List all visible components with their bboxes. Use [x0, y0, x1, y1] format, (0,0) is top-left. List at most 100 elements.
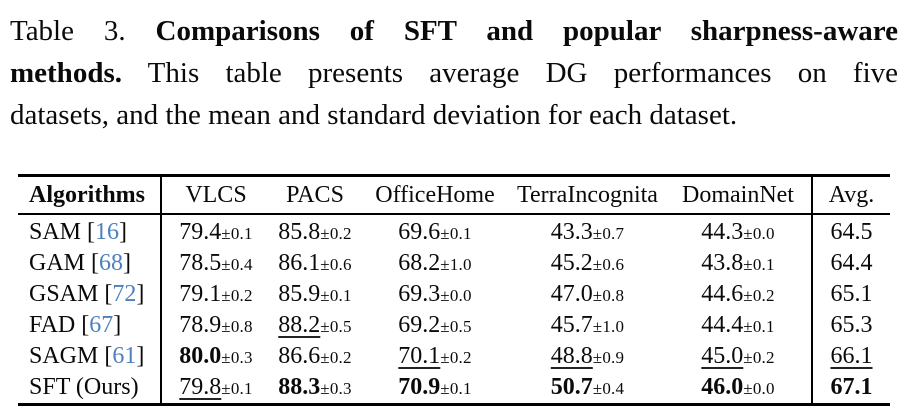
caption-body-text-cont: datasets, and the mean and standard devi…: [10, 99, 738, 131]
citation-link[interactable]: 61: [112, 343, 137, 369]
caption-line-1: Table 3. Comparisons of SFT and popular …: [10, 10, 898, 52]
score-std: ±0.4: [221, 255, 253, 274]
header-domainnet: DomainNet: [665, 175, 812, 215]
score-std: ±0.0: [440, 286, 472, 305]
avg-value: 66.1: [830, 343, 873, 369]
table-row: SAGM [61] 80.0±0.3 86.6±0.2 70.1±0.2 48.8±0.…: [18, 341, 890, 372]
score-cell: 45.2±0.6: [510, 248, 665, 279]
score-value: 70.1: [398, 343, 441, 369]
score-value: 45.7: [550, 312, 593, 338]
table-row: GAM [68] 78.5±0.4 86.1±0.6 68.2±1.0 45.2±0.6…: [18, 248, 890, 279]
score-cell: 70.9±0.1: [360, 372, 510, 405]
score-std: ±0.3: [221, 348, 253, 367]
citation-link[interactable]: 67: [89, 312, 114, 338]
avg-value: 67.1: [830, 374, 873, 400]
score-value: 88.3: [278, 374, 321, 400]
score-std: ±1.0: [592, 317, 625, 336]
algorithm-cell: SFT (Ours): [18, 372, 162, 405]
citation-link[interactable]: 68: [99, 250, 124, 276]
score-cell: 46.0±0.0: [665, 372, 812, 405]
avg-value: 64.5: [830, 219, 873, 245]
score-cell: 68.2±1.0: [360, 248, 510, 279]
score-value: 78.9: [179, 312, 222, 338]
avg-cell: 64.4: [811, 248, 890, 279]
score-value: 80.0: [179, 343, 222, 369]
score-std: ±0.1: [221, 379, 253, 398]
score-std: ±0.4: [592, 379, 625, 398]
score-value: 70.9: [398, 374, 441, 400]
score-value: 86.6: [278, 343, 321, 369]
score-cell: 88.3±0.3: [270, 372, 360, 405]
score-value: 86.1: [278, 250, 321, 276]
score-std: ±0.1: [743, 317, 775, 336]
score-std: ±0.1: [221, 224, 253, 243]
score-cell: 70.1±0.2: [360, 341, 510, 372]
score-std: ±0.2: [320, 224, 352, 243]
score-value: 69.6: [398, 219, 441, 245]
score-cell: 78.9±0.8: [161, 310, 270, 341]
algorithm-name: GAM: [29, 250, 86, 276]
score-std: ±0.5: [320, 317, 352, 336]
score-cell: 44.6±0.2: [665, 279, 812, 310]
score-std: ±0.8: [221, 317, 253, 336]
table-row: SFT (Ours) 79.8±0.1 88.3±0.3 70.9±0.1 50.7±0…: [18, 372, 890, 405]
algorithm-cell: GSAM [72]: [18, 279, 162, 310]
score-value: 44.4: [701, 312, 744, 338]
header-pacs: PACS: [270, 175, 360, 215]
algorithm-cell: GAM [68]: [18, 248, 162, 279]
score-cell: 78.5±0.4: [161, 248, 270, 279]
caption-line-2: methods. This table presents average DG …: [10, 52, 898, 94]
header-officehome: OfficeHome: [360, 175, 510, 215]
score-value: 46.0: [701, 374, 744, 400]
table-row: GSAM [72] 79.1±0.2 85.9±0.1 69.3±0.0 47.0±0.…: [18, 279, 890, 310]
score-std: ±1.0: [440, 255, 472, 274]
score-value: 47.0: [550, 281, 593, 307]
score-cell: 85.9±0.1: [270, 279, 360, 310]
score-value: 79.1: [179, 281, 222, 307]
score-std: ±0.1: [743, 255, 775, 274]
score-cell: 86.1±0.6: [270, 248, 360, 279]
score-value: 68.2: [398, 250, 441, 276]
table-caption: Table 3. Comparisons of SFT and popular …: [10, 10, 898, 136]
results-table: Algorithms VLCS PACS OfficeHome TerraInc…: [18, 174, 890, 406]
score-cell: 69.6±0.1: [360, 214, 510, 248]
citation-link[interactable]: 16: [95, 219, 120, 245]
score-std: ±0.3: [320, 379, 352, 398]
avg-value: 65.1: [830, 281, 873, 307]
algorithm-name: SAGM: [29, 343, 99, 369]
score-std: ±0.7: [592, 224, 625, 243]
caption-bold-title: Comparisons of SFT and popular sharpness…: [155, 15, 899, 47]
score-std: ±0.2: [743, 286, 775, 305]
header-avg: Avg.: [811, 175, 890, 215]
score-std: ±0.2: [440, 348, 472, 367]
avg-value: 64.4: [830, 250, 873, 276]
score-cell: 79.8±0.1: [161, 372, 270, 405]
citation-link[interactable]: 72: [112, 281, 137, 307]
score-std: ±0.2: [320, 348, 352, 367]
score-cell: 44.4±0.1: [665, 310, 812, 341]
score-std: ±0.1: [440, 224, 472, 243]
algorithm-name: FAD: [29, 312, 76, 338]
score-std: ±0.2: [221, 286, 253, 305]
header-algorithms: Algorithms: [18, 175, 162, 215]
score-value: 45.0: [701, 343, 744, 369]
algorithm-cell: SAM [16]: [18, 214, 162, 248]
avg-cell: 65.3: [811, 310, 890, 341]
score-value: 69.3: [398, 281, 441, 307]
score-cell: 43.3±0.7: [510, 214, 665, 248]
score-cell: 45.0±0.2: [665, 341, 812, 372]
score-cell: 80.0±0.3: [161, 341, 270, 372]
score-value: 85.8: [278, 219, 321, 245]
score-std: ±0.0: [743, 379, 775, 398]
score-cell: 48.8±0.9: [510, 341, 665, 372]
header-row: Algorithms VLCS PACS OfficeHome TerraInc…: [18, 175, 890, 215]
score-cell: 79.4±0.1: [161, 214, 270, 248]
score-std: ±0.1: [440, 379, 472, 398]
score-cell: 69.3±0.0: [360, 279, 510, 310]
algorithm-cell: SAGM [61]: [18, 341, 162, 372]
avg-cell: 65.1: [811, 279, 890, 310]
caption-table-label: Table 3.: [10, 15, 126, 47]
score-cell: 79.1±0.2: [161, 279, 270, 310]
score-value: 78.5: [179, 250, 222, 276]
score-value: 85.9: [278, 281, 321, 307]
